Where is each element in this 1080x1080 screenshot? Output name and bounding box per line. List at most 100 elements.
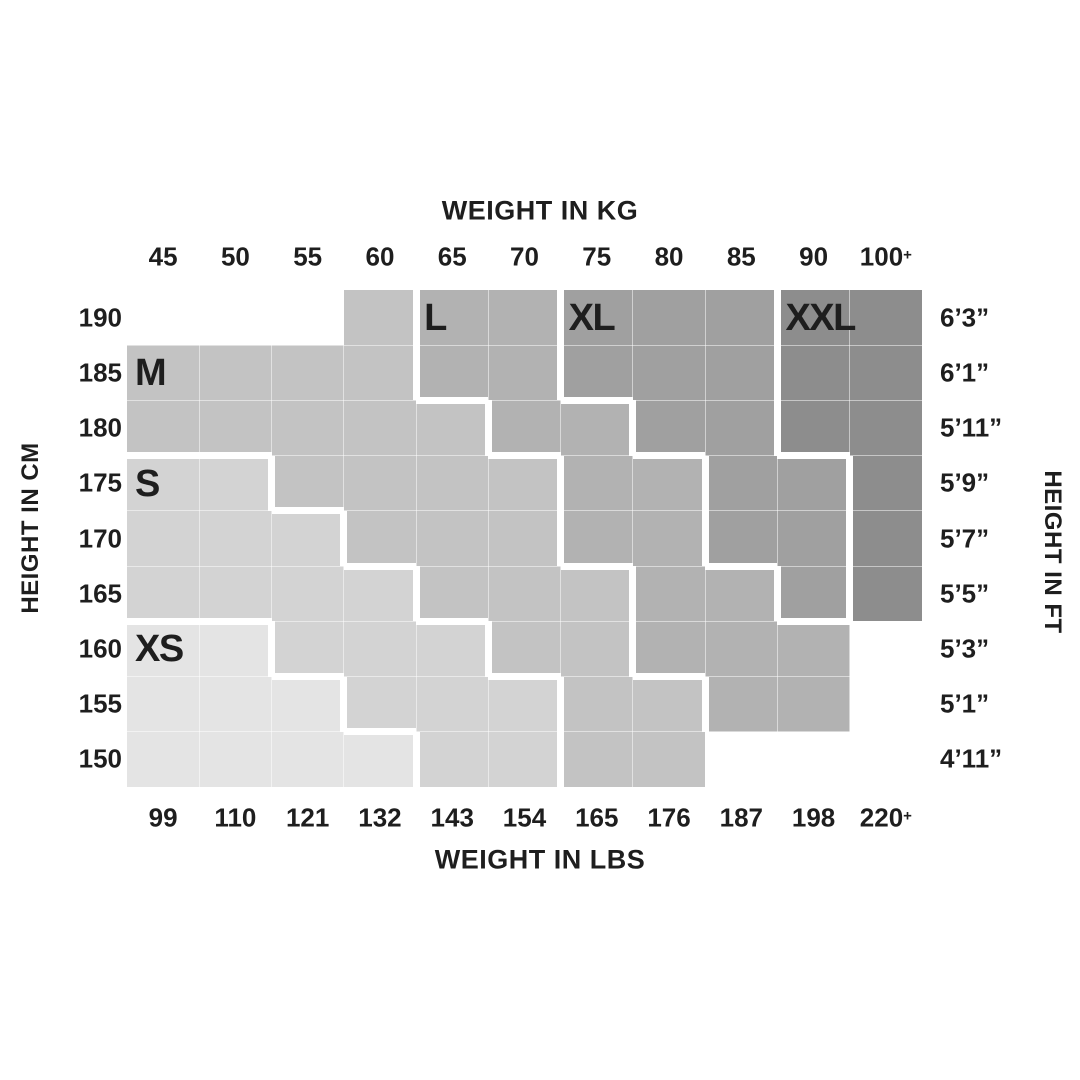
- size-cell-m: [343, 345, 413, 401]
- kg-tick: 85: [726, 241, 756, 272]
- size-cell-l: [632, 459, 702, 511]
- size-cell-s: [199, 566, 272, 618]
- lbs-tick: 165: [575, 802, 619, 833]
- size-cell-m: [416, 403, 485, 456]
- size-cell-l: [491, 400, 561, 453]
- kg-tick: 90: [799, 241, 829, 272]
- size-cell-m: [564, 676, 633, 732]
- size-cell-m: [632, 731, 706, 787]
- kg-tick: 80: [654, 241, 684, 272]
- size-cell-xl: [780, 566, 847, 618]
- size-label-s: S: [135, 462, 160, 505]
- size-cell-m: [127, 400, 200, 453]
- kg-tick: 70: [510, 241, 539, 272]
- size-cell-m: [347, 510, 417, 563]
- grid-line-vertical: [415, 290, 417, 787]
- weight-lbs-title: WEIGHT IN LBS: [434, 844, 646, 875]
- size-cell-l: [488, 290, 558, 346]
- size-cell-xxl: [853, 510, 922, 567]
- size-cell-xs: [199, 676, 272, 732]
- grid-line-horizontal: [127, 676, 922, 678]
- lbs-tick: 99: [148, 802, 178, 833]
- size-cell-m: [564, 731, 633, 787]
- ft-label: 6’3”: [940, 302, 990, 333]
- size-cell-s: [271, 566, 344, 622]
- size-cell-s: [488, 731, 558, 787]
- size-label-xs: XS: [135, 628, 184, 671]
- size-cell-l: [777, 676, 850, 732]
- grid-line-horizontal: [127, 399, 922, 401]
- lbs-tick: 220+: [859, 802, 912, 833]
- kg-tick: 45: [148, 241, 178, 272]
- size-cell-l: [419, 345, 489, 397]
- size-cell-l: [777, 624, 850, 677]
- size-cell-m: [560, 569, 630, 622]
- grid-line-vertical: [632, 290, 634, 787]
- cm-label: 155: [78, 688, 122, 719]
- ft-label: 6’1”: [940, 357, 990, 388]
- size-cell-l: [419, 290, 489, 346]
- size-cell-xxl: [780, 290, 850, 346]
- cm-label: 175: [78, 467, 122, 498]
- size-cell-s: [488, 680, 558, 732]
- size-cell-s: [347, 676, 417, 729]
- cm-label: 150: [78, 743, 122, 774]
- size-cell-m: [271, 345, 344, 401]
- size-cell-xl: [636, 400, 706, 453]
- ft-label: 4’11”: [940, 743, 1003, 774]
- size-cell-m: [343, 400, 417, 456]
- kg-tick: 55: [293, 241, 323, 272]
- ft-label: 5’3”: [940, 633, 990, 664]
- kg-tick: 50: [220, 241, 250, 272]
- size-cell-xxl: [780, 345, 850, 401]
- grid-line-vertical: [849, 290, 851, 787]
- size-cell-xs: [343, 735, 413, 787]
- size-cell-xl: [564, 290, 633, 346]
- grid-line-horizontal: [127, 344, 922, 346]
- size-cell-xxl: [849, 345, 922, 401]
- size-cell-xl: [708, 510, 778, 563]
- grid-line-vertical: [776, 290, 778, 787]
- grid-line-vertical: [560, 290, 562, 787]
- size-cell-xs: [127, 676, 200, 732]
- size-cell-l: [636, 566, 706, 622]
- size-cell-s: [275, 621, 344, 674]
- size-label-m: M: [135, 352, 167, 395]
- lbs-tick: 121: [285, 802, 330, 833]
- grid-line-vertical: [271, 290, 273, 787]
- cm-label: 170: [78, 523, 122, 553]
- size-cell-s: [127, 459, 200, 511]
- size-cell-m: [343, 290, 413, 346]
- size-cell-l: [564, 510, 633, 563]
- size-cell-xl: [777, 510, 847, 567]
- size-cell-s: [199, 459, 269, 511]
- plus-superscript: +: [903, 246, 912, 264]
- size-label-l: L: [424, 297, 447, 339]
- size-cell-s: [343, 569, 413, 622]
- size-cell-l: [705, 621, 778, 677]
- size-cell-xl: [632, 290, 706, 346]
- size-cell-m: [488, 459, 558, 511]
- size-cell-xl: [705, 290, 774, 346]
- cm-label: 190: [78, 302, 122, 333]
- size-cell-m: [560, 621, 630, 677]
- cm-label: 160: [78, 633, 122, 664]
- size-cell-l: [560, 403, 630, 456]
- size-cell-m: [416, 455, 489, 511]
- size-cell-m: [416, 510, 489, 567]
- size-cell-l: [705, 569, 774, 622]
- size-cell-xl: [705, 345, 774, 401]
- lbs-tick: 176: [647, 802, 691, 833]
- weight-kg-title: WEIGHT IN KG: [441, 195, 639, 226]
- ft-label: 5’1”: [940, 688, 990, 719]
- grid-line-horizontal: [127, 565, 922, 567]
- grid-line-horizontal: [127, 731, 922, 733]
- ft-label: 5’9”: [940, 467, 990, 498]
- size-cell-m: [343, 455, 417, 511]
- grid-line-horizontal: [127, 510, 922, 512]
- size-cell-xxl: [853, 455, 922, 511]
- kg-tick: 65: [437, 241, 467, 272]
- grid-line-vertical: [343, 290, 345, 787]
- size-cell-xxl: [780, 400, 850, 453]
